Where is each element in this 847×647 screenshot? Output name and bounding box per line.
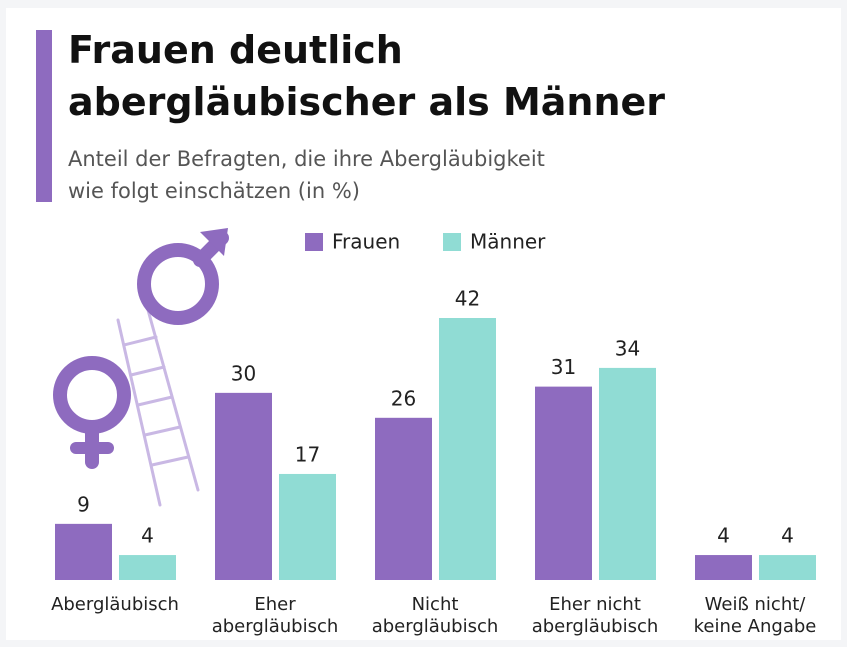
x-tick-label: Weiß nicht/keine Angabe <box>694 594 817 637</box>
bar <box>375 418 432 580</box>
x-tick-label: Abergläubisch <box>51 594 179 615</box>
value-label: 4 <box>717 524 730 548</box>
value-label: 4 <box>781 524 794 548</box>
legend-label: Männer <box>470 230 546 254</box>
bar <box>599 368 656 580</box>
accent-bar <box>36 30 52 202</box>
value-label: 30 <box>231 361 256 385</box>
legend-swatch <box>443 233 461 251</box>
value-label: 17 <box>295 442 320 466</box>
value-label: 34 <box>615 336 640 360</box>
chart: Frauen deutlichabergläubischer als Männe… <box>0 0 847 647</box>
value-label: 9 <box>77 492 90 516</box>
value-label: 4 <box>141 524 154 548</box>
bar <box>279 474 336 580</box>
legend-label: Frauen <box>332 230 400 254</box>
legend-swatch <box>305 233 323 251</box>
value-label: 26 <box>391 386 416 410</box>
value-label: 42 <box>455 287 480 311</box>
bar <box>535 387 592 580</box>
bar <box>695 555 752 580</box>
bar <box>119 555 176 580</box>
bar <box>55 524 112 580</box>
page: {"chart_data": {"type": "bar", "title": … <box>0 0 847 647</box>
bar <box>759 555 816 580</box>
value-label: 31 <box>551 355 576 379</box>
bar <box>439 318 496 580</box>
bar <box>215 393 272 580</box>
